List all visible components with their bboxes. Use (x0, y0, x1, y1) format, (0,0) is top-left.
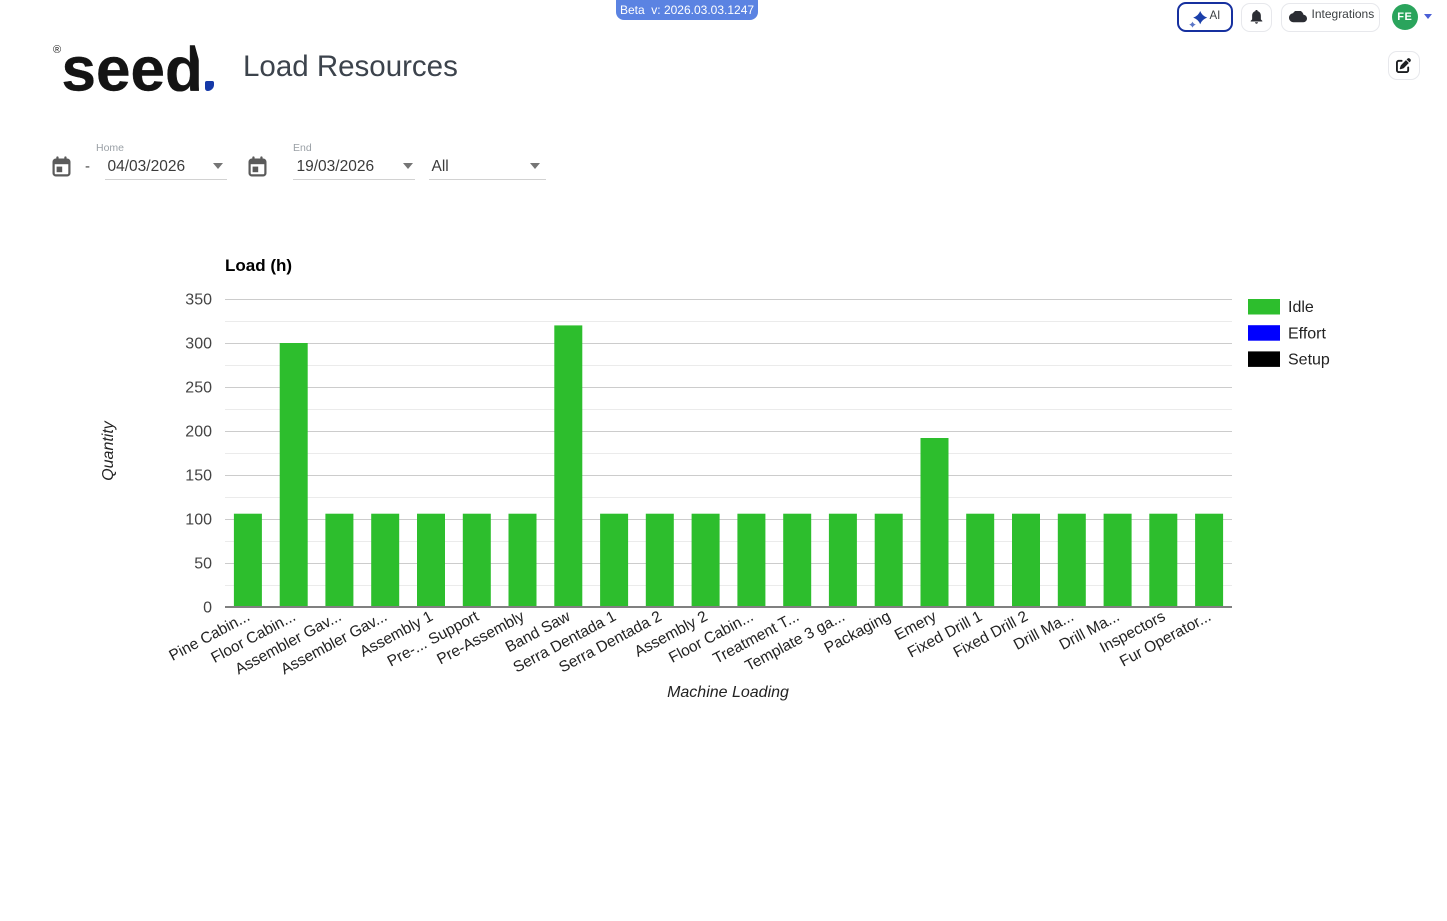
svg-text:100: 100 (185, 512, 212, 529)
svg-text:0: 0 (203, 600, 212, 617)
svg-text:Load (h): Load (h) (225, 256, 292, 275)
svg-text:300: 300 (185, 336, 212, 353)
svg-text:350: 350 (185, 292, 212, 309)
svg-text:Machine Loading: Machine Loading (667, 684, 789, 701)
svg-text:50: 50 (194, 556, 212, 573)
svg-text:250: 250 (185, 380, 212, 397)
svg-text:seed: seed (62, 36, 203, 105)
svg-text:Effort: Effort (1288, 325, 1327, 342)
svg-text:150: 150 (185, 468, 212, 485)
svg-text:Quantity: Quantity (100, 420, 117, 481)
svg-text:200: 200 (185, 424, 212, 441)
svg-text:Idle: Idle (1288, 299, 1314, 316)
svg-text:Setup: Setup (1288, 352, 1330, 369)
